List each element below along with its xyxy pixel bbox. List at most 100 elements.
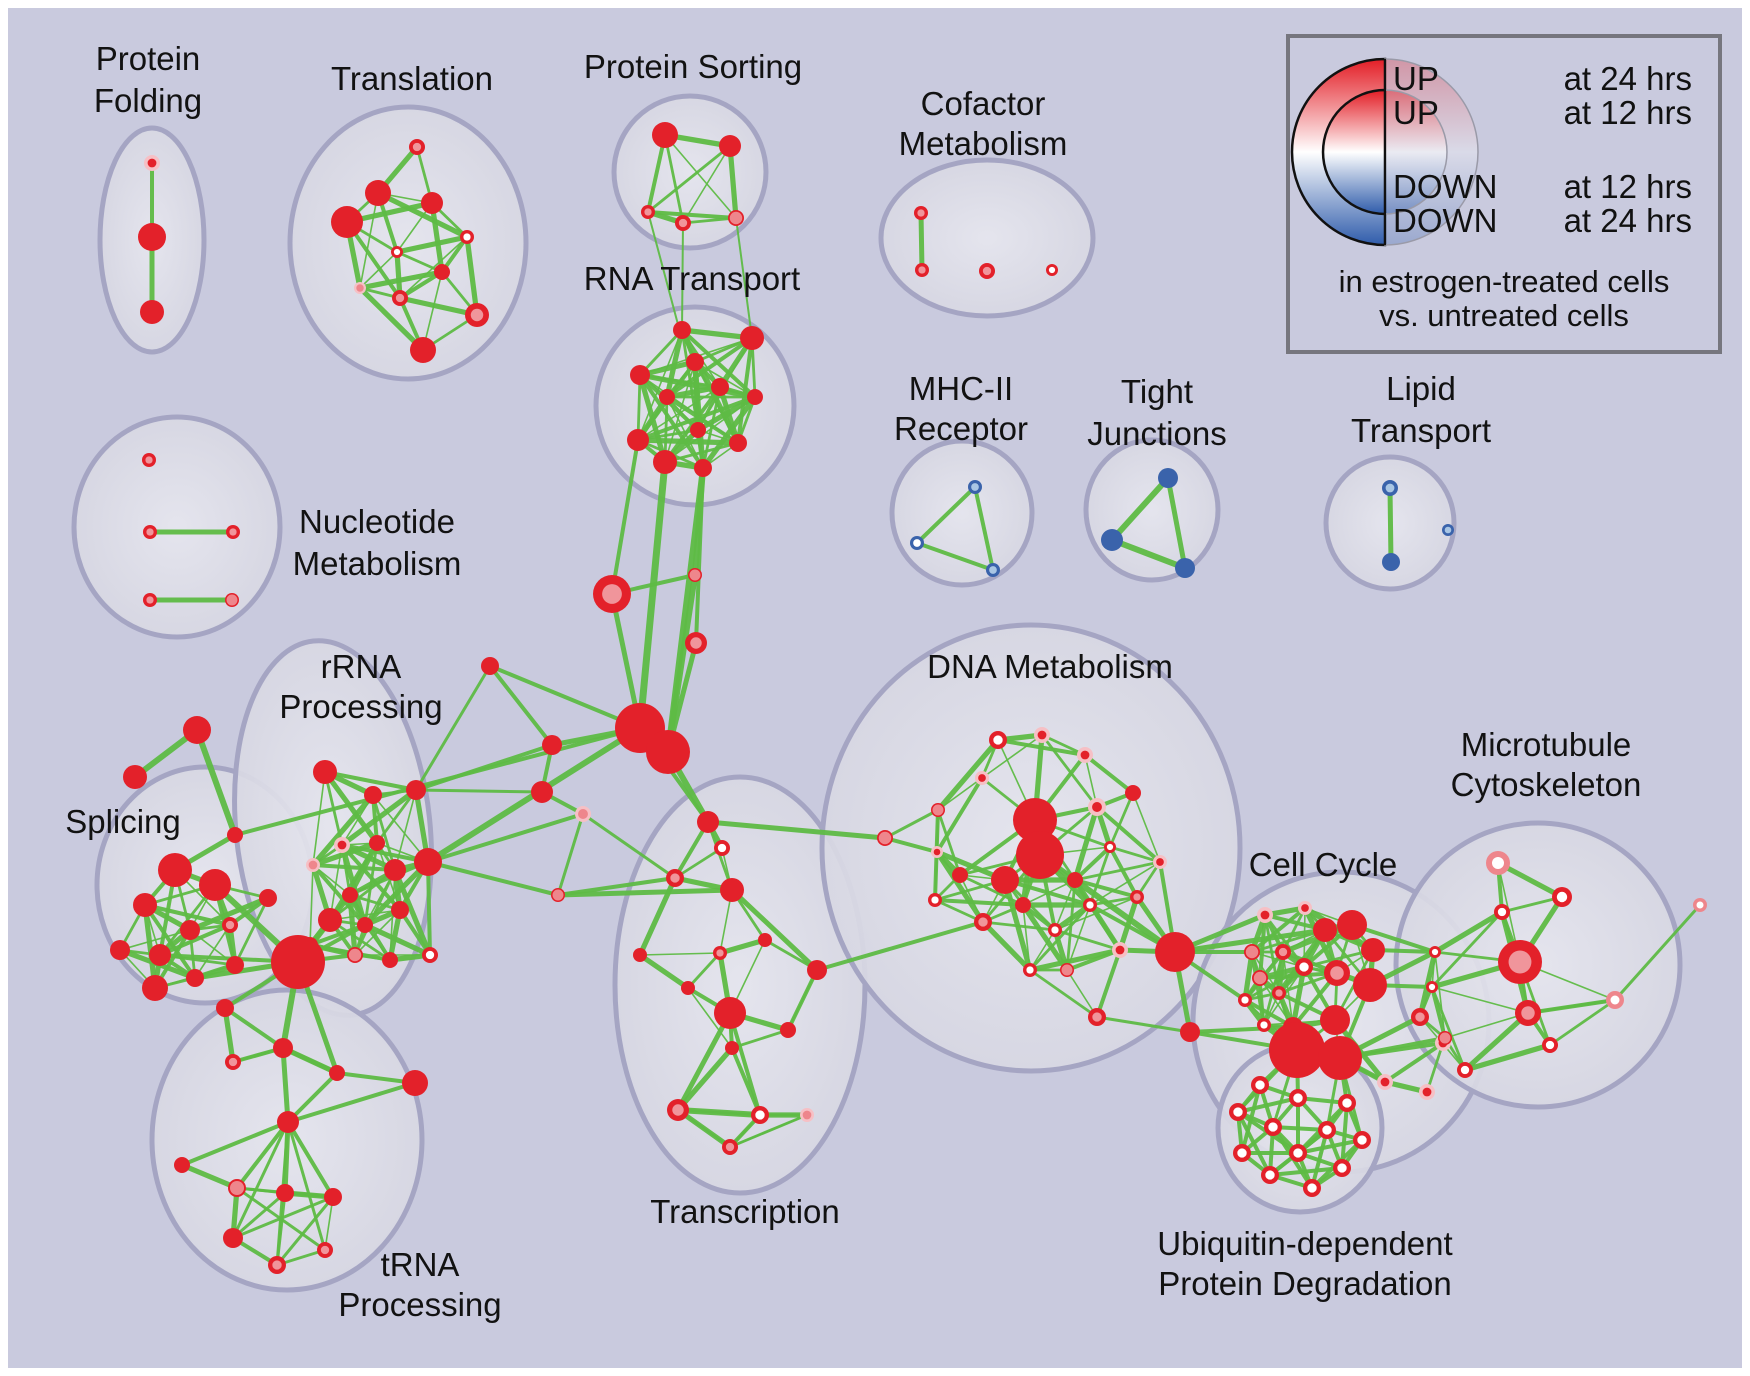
rrna-processing-node[interactable]: [357, 917, 373, 933]
tight-junctions-node[interactable]: [1175, 558, 1195, 578]
rrna-processing-node[interactable]: [342, 887, 358, 903]
splicing-node[interactable]: [133, 893, 157, 917]
network-edge: [1028, 968, 1099, 1019]
trna-processing-node[interactable]: [273, 1038, 293, 1058]
rrna-processing-node[interactable]: [414, 848, 442, 876]
transcription-node[interactable]: [758, 933, 772, 947]
rrna-processing-node[interactable]: [382, 952, 398, 968]
rrna-processing-node[interactable]: [406, 780, 426, 800]
splicing-node[interactable]: [110, 940, 130, 960]
rna-transport-node[interactable]: [686, 353, 704, 371]
dna-metabolism-node[interactable]: [1125, 785, 1141, 801]
connector-node[interactable]: [646, 730, 690, 774]
translation-node[interactable]: [365, 180, 391, 206]
trna-processing-node[interactable]: [402, 1070, 428, 1096]
tight-junctions-node[interactable]: [1101, 529, 1123, 551]
rna-transport-node[interactable]: [694, 459, 712, 477]
splicing-node[interactable]: [180, 920, 200, 940]
connector-node[interactable]: [531, 781, 553, 803]
trna-processing-node[interactable]: [223, 1228, 243, 1248]
network-edge: [180, 1120, 290, 1167]
rna-transport-node[interactable]: [630, 365, 650, 385]
network-edge: [981, 920, 1057, 932]
transcription-node[interactable]: [681, 981, 695, 995]
rna-transport-node[interactable]: [627, 429, 649, 451]
rrna-processing-node[interactable]: [391, 901, 409, 919]
network-edge: [637, 952, 691, 991]
cell-cycle-node[interactable]: [1337, 910, 1367, 940]
splicing-node[interactable]: [149, 944, 171, 966]
connector-node[interactable]: [1180, 1022, 1200, 1042]
cell-cycle-node[interactable]: [1361, 938, 1385, 962]
splicing-node[interactable]: [186, 969, 204, 987]
protein-sorting-node[interactable]: [719, 135, 741, 157]
splicing-node[interactable]: [158, 853, 192, 887]
lipid-transport-node[interactable]: [1382, 553, 1400, 571]
tight-junctions-node[interactable]: [1158, 468, 1178, 488]
transcription-node[interactable]: [720, 878, 744, 902]
splicing-node[interactable]: [259, 889, 277, 907]
protein-folding-node[interactable]: [138, 223, 166, 251]
network-edge: [705, 819, 888, 841]
translation-node[interactable]: [421, 192, 443, 214]
rrna-processing-node-core: [337, 840, 347, 850]
rrna-processing-node[interactable]: [364, 786, 382, 804]
rna-transport-node[interactable]: [653, 450, 677, 474]
trna-processing-node[interactable]: [324, 1188, 342, 1206]
trna-processing-node[interactable]: [277, 1111, 299, 1133]
transcription-node[interactable]: [714, 997, 746, 1029]
rna-transport-node[interactable]: [729, 434, 747, 452]
rna-transport-node[interactable]: [747, 389, 763, 405]
trna-processing-node[interactable]: [174, 1157, 190, 1173]
connector-node[interactable]: [227, 827, 243, 843]
cell-cycle-node[interactable]: [1318, 1036, 1362, 1080]
rna-transport-node[interactable]: [711, 378, 729, 396]
rna-transport-node[interactable]: [659, 389, 675, 405]
dna-metabolism-node[interactable]: [1013, 798, 1057, 842]
connector-node[interactable]: [542, 735, 562, 755]
connector-node[interactable]: [271, 935, 325, 989]
cell-cycle-node[interactable]: [1313, 918, 1337, 942]
rna-transport-node[interactable]: [673, 321, 691, 339]
transcription-node[interactable]: [725, 1041, 739, 1055]
cell-cycle-node[interactable]: [1353, 968, 1387, 1002]
connector-node[interactable]: [183, 716, 211, 744]
splicing-node[interactable]: [226, 956, 244, 974]
network-edge: [1431, 986, 1529, 1014]
rrna-processing-node[interactable]: [318, 908, 342, 932]
protein-sorting-node[interactable]: [652, 122, 678, 148]
translation-node[interactable]: [410, 337, 436, 363]
connector-node[interactable]: [1155, 932, 1195, 972]
rna-transport-node[interactable]: [740, 326, 764, 350]
rna-transport-node[interactable]: [690, 422, 706, 438]
dna-metabolism-node[interactable]: [952, 867, 968, 883]
transcription-node-core: [755, 1110, 765, 1120]
translation-node[interactable]: [434, 264, 450, 280]
cell-cycle-node[interactable]: [1269, 1022, 1325, 1078]
transcription-node[interactable]: [807, 960, 827, 980]
transcription-node[interactable]: [633, 948, 647, 962]
rrna-processing-node[interactable]: [384, 859, 406, 881]
mhc-ii-receptor-node-core: [989, 566, 997, 574]
ubiquitin-degradation-node-core: [1357, 1135, 1367, 1145]
transcription-node[interactable]: [780, 1022, 796, 1038]
trna-processing-node[interactable]: [276, 1184, 294, 1202]
trna-processing-node[interactable]: [216, 999, 234, 1017]
dna-metabolism-node-core: [1051, 926, 1059, 934]
cell-cycle-node[interactable]: [1320, 1005, 1350, 1035]
connector-node[interactable]: [481, 657, 499, 675]
splicing-node[interactable]: [142, 975, 168, 1001]
rrna-processing-node[interactable]: [369, 835, 385, 851]
transcription-node[interactable]: [697, 811, 719, 833]
ubiquitin-degradation-node-core: [1293, 1148, 1303, 1158]
trna-processing-node[interactable]: [329, 1065, 345, 1081]
dna-metabolism-node[interactable]: [991, 866, 1019, 894]
connector-node[interactable]: [123, 765, 147, 789]
dna-metabolism-node[interactable]: [1067, 872, 1083, 888]
dna-metabolism-node[interactable]: [1015, 897, 1031, 913]
translation-node[interactable]: [331, 206, 363, 238]
dna-metabolism-node[interactable]: [1016, 831, 1064, 879]
splicing-node[interactable]: [199, 869, 231, 901]
rrna-processing-node[interactable]: [313, 760, 337, 784]
protein-folding-node[interactable]: [140, 300, 164, 324]
